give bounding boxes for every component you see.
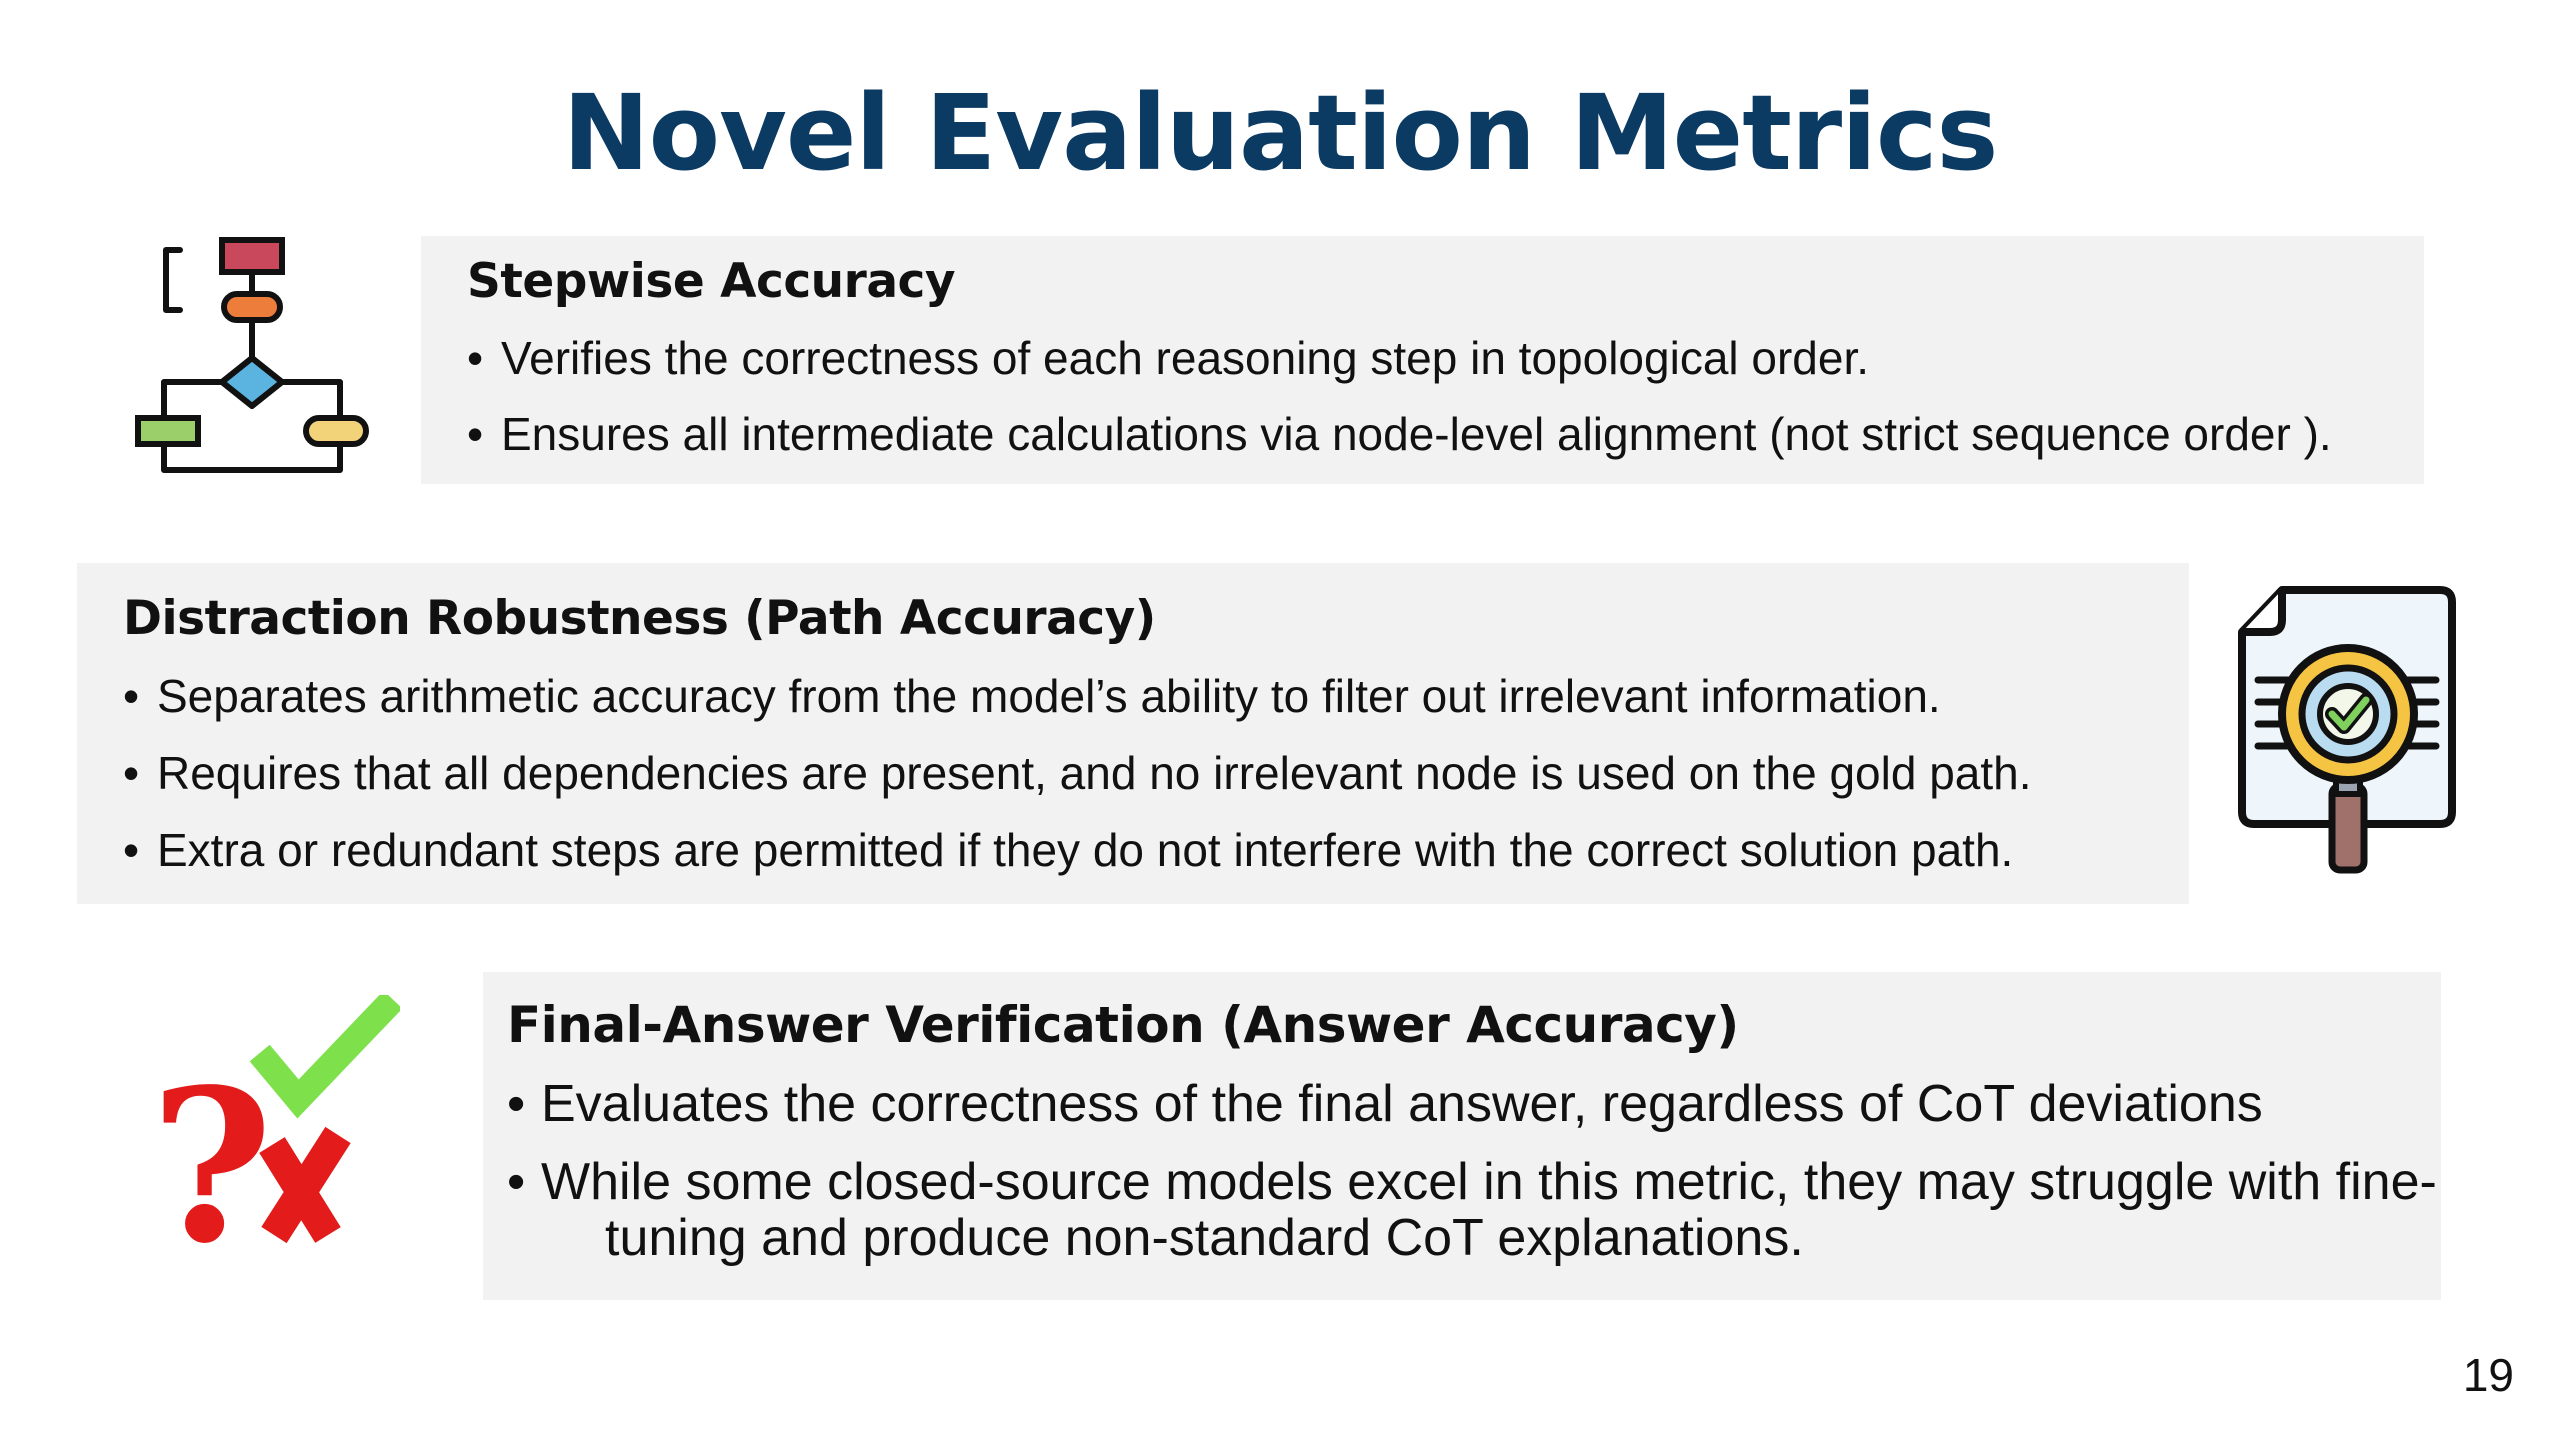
bullet-item: Verifies the correctness of each reasoni… [467,331,2424,385]
section-heading: Stepwise Accuracy [467,254,956,309]
distraction-robustness-card: Distraction Robustness (Path Accuracy) S… [77,563,2189,904]
page-number: 19 [2462,1349,2514,1401]
slide-title: Novel Evaluation Metrics [562,72,1999,194]
stepwise-accuracy-card: Stepwise Accuracy Verifies the correctne… [421,236,2424,484]
document-magnifier-check-icon [2238,586,2456,874]
svg-text:?: ? [150,1043,273,1250]
section-heading: Final-Answer Verification (Answer Accura… [507,996,1739,1054]
bullet-item: Separates arithmetic accuracy from the m… [123,669,2189,723]
bullet-line: tuning and produce non-standard CoT expl… [605,1209,1804,1267]
bullet-line: While some closed-source models excel in… [541,1153,2437,1211]
question-check-cross-icon: ? [150,995,400,1250]
bullet-item: Ensures all intermediate calculations vi… [467,407,2424,461]
bullet-item: Extra or redundant steps are permitted i… [123,823,2189,877]
final-answer-verification-card: Final-Answer Verification (Answer Accura… [483,972,2441,1300]
bullet-item: Evaluates the correctness of the final a… [507,1076,2441,1132]
bullet-item: Requires that all dependencies are prese… [123,746,2189,800]
flowchart-icon [135,237,369,473]
section-heading: Distraction Robustness (Path Accuracy) [123,591,1156,646]
bullet-item: While some closed-source models excel in… [507,1154,2441,1266]
